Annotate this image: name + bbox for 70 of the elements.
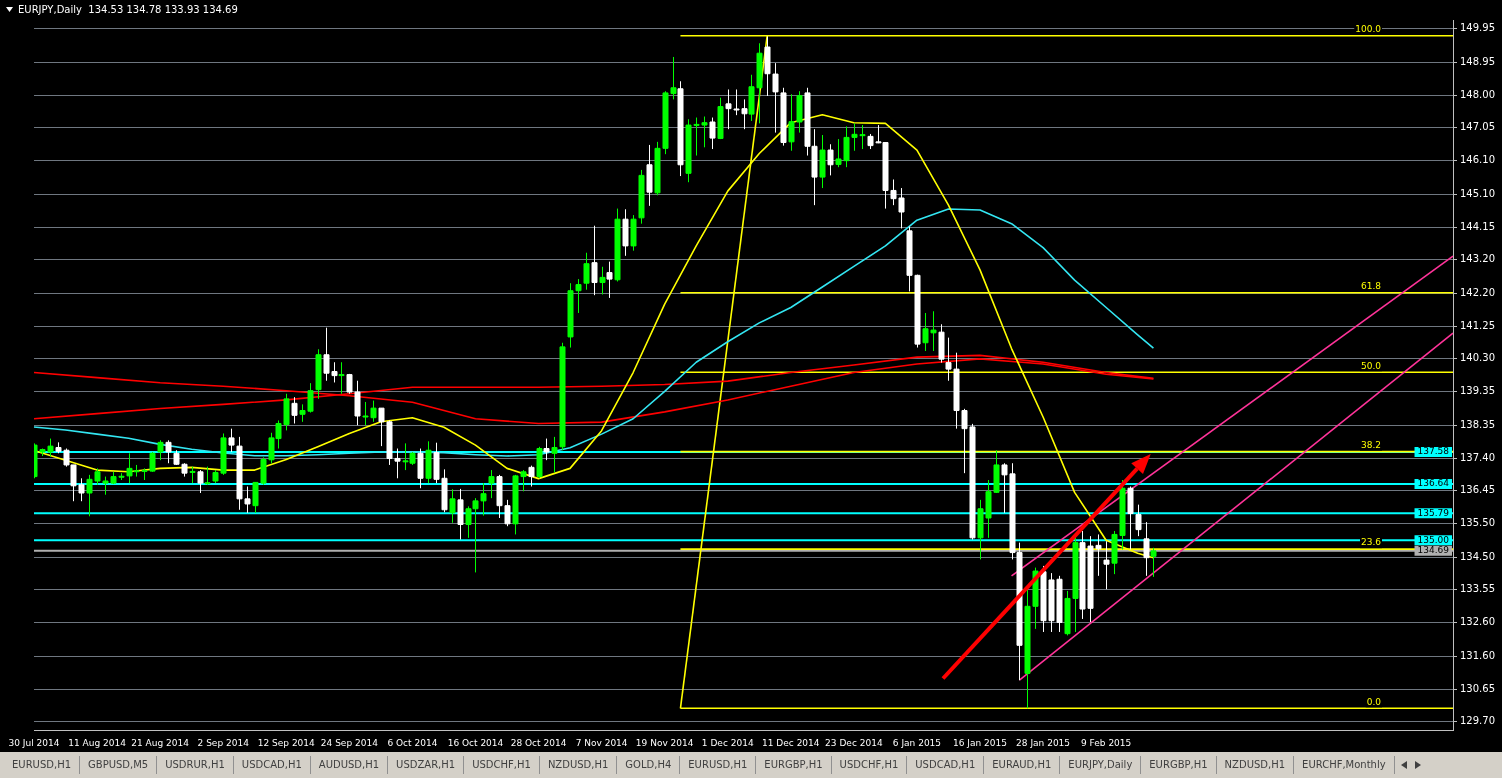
y-tick-label: 132.60 [1460, 615, 1496, 627]
y-tick-label: 131.60 [1460, 650, 1496, 662]
x-tick-label: 11 Aug 2014 [68, 737, 127, 748]
y-tick-label: 129.70 [1460, 715, 1496, 727]
text: EURGBP,H1 [756, 756, 832, 774]
x-tick-label: 7 Nov 2014 [575, 737, 628, 748]
text: EURUSD,H1 [680, 756, 757, 774]
text: EURAUD,H1 [984, 756, 1061, 774]
x-tick-label: 9 Feb 2015 [1080, 737, 1132, 748]
text: EURGBP,H1 [1141, 756, 1217, 774]
y-tick-label: 133.55 [1460, 583, 1496, 595]
y-tick-label: 146.10 [1460, 153, 1496, 165]
ref-line-label: 134.69 [1417, 545, 1450, 556]
text: USDZAR,H1 [388, 756, 465, 774]
text: USDCHF,H1 [831, 756, 908, 774]
y-tick-label: 135.50 [1460, 516, 1496, 528]
y-tick-label: 141.25 [1460, 319, 1496, 331]
text: USDCAD,H1 [907, 756, 985, 774]
y-tick-label: 139.35 [1460, 384, 1496, 396]
series-label: 50.0 [1360, 360, 1382, 371]
y-tick-label: 143.20 [1460, 253, 1496, 265]
x-tick-label: 21 Aug 2014 [131, 737, 190, 748]
text: NZDUSD,H1 [539, 756, 618, 774]
text: NZDUSD,H1 [1216, 756, 1295, 774]
y-tick-label: 134.50 [1460, 550, 1496, 562]
y-tick-label: 144.15 [1460, 220, 1496, 232]
x-tick-label: 6 Jan 2015 [892, 737, 942, 748]
text: USDCAD,H1 [233, 756, 311, 774]
ref-line-label: 135.00 [1417, 534, 1450, 545]
y-tick-label: 137.40 [1460, 451, 1496, 463]
y-tick-label: 130.65 [1460, 682, 1496, 694]
text: AUDUSD,H1 [310, 756, 389, 774]
series-label: 100.0 [1355, 24, 1382, 35]
x-tick-label: 12 Sep 2014 [257, 737, 316, 748]
series-label: 38.2 [1360, 439, 1382, 450]
chart-title: EURJPY,Daily 134.53 134.78 133.93 134.69 [18, 4, 238, 15]
text: EURUSD,H1 [4, 756, 81, 774]
x-tick-label: 23 Dec 2014 [825, 737, 883, 748]
x-tick-label: 28 Jan 2015 [1016, 737, 1071, 748]
series-label: 61.8 [1360, 281, 1382, 292]
ref-line-label: 135.79 [1417, 507, 1450, 518]
x-tick-label: 19 Nov 2014 [635, 737, 694, 748]
x-tick-label: 28 Oct 2014 [510, 737, 567, 748]
y-tick-label: 136.45 [1460, 484, 1496, 496]
y-tick-label: 140.30 [1460, 352, 1496, 364]
series-label: 0.0 [1366, 696, 1382, 707]
y-tick-label: 138.35 [1460, 419, 1496, 431]
text: USDCHF,H1 [464, 756, 540, 774]
ref-line-label: 137.58 [1417, 446, 1450, 457]
ref-line-label: 136.64 [1417, 478, 1450, 489]
text: GOLD,H4 [617, 756, 681, 774]
x-tick-label: 2 Sep 2014 [197, 737, 250, 748]
x-tick-label: 16 Jan 2015 [953, 737, 1007, 748]
y-tick-label: 147.05 [1460, 121, 1496, 133]
y-tick-label: 148.95 [1460, 56, 1496, 68]
x-tick-label: 11 Dec 2014 [762, 737, 820, 748]
y-tick-label: 145.10 [1460, 188, 1496, 200]
y-tick-label: 148.00 [1460, 88, 1496, 100]
series-label: 23.6 [1360, 537, 1382, 548]
x-tick-label: 1 Dec 2014 [701, 737, 754, 748]
x-tick-label: 30 Jul 2014 [8, 737, 60, 748]
x-tick-label: 24 Sep 2014 [320, 737, 379, 748]
text: USDRUR,H1 [157, 756, 234, 774]
x-tick-label: 16 Oct 2014 [447, 737, 504, 748]
text: EURCHF,Monthly [1294, 756, 1395, 774]
text: EURJPY,Daily [1060, 756, 1142, 774]
text: GBPUSD,M5 [80, 756, 158, 774]
y-tick-label: 149.95 [1460, 22, 1496, 34]
y-tick-label: 142.20 [1460, 287, 1496, 299]
x-tick-label: 6 Oct 2014 [387, 737, 438, 748]
